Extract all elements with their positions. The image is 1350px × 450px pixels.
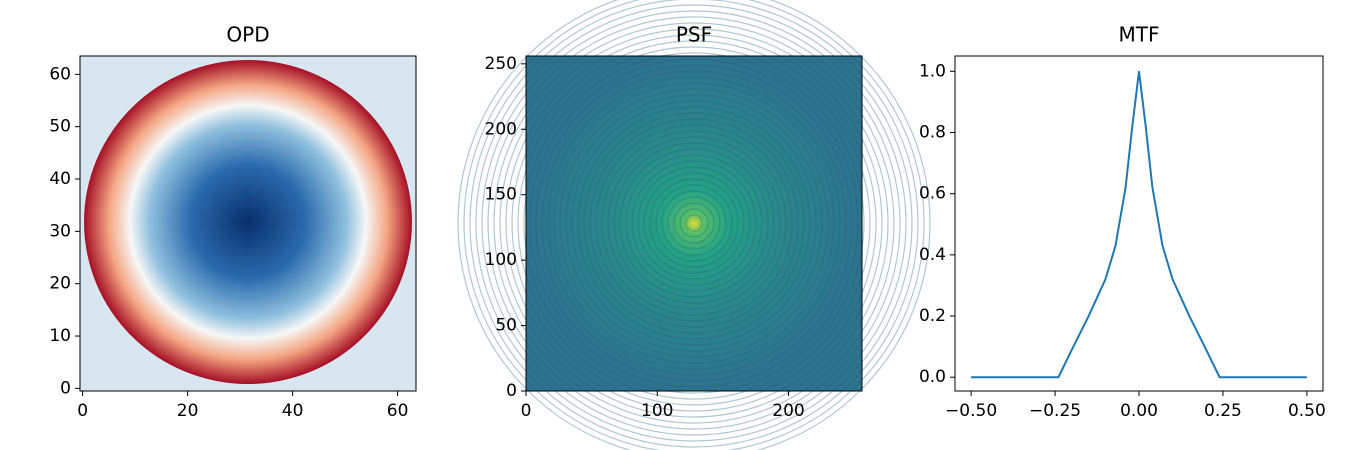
psf-ring [661, 190, 727, 256]
psf-ring [475, 4, 913, 442]
x-tick-label: 0 [77, 401, 88, 421]
x-tick-label: 40 [282, 401, 304, 421]
psf-ring [625, 154, 763, 292]
y-tick-label: 60 [49, 64, 71, 84]
x-tick-label: 0.25 [1204, 401, 1242, 421]
psf-ring [565, 94, 823, 352]
psf-ring [541, 70, 847, 376]
psf-ring [547, 76, 841, 370]
y-tick-label: 200 [485, 119, 517, 139]
x-tick-label: 0.00 [1120, 401, 1158, 421]
psf-ring [577, 106, 811, 340]
psf-ring [469, 0, 919, 448]
psf-ring [523, 52, 865, 394]
psf-ring [613, 142, 775, 304]
y-tick-label: 0 [506, 381, 517, 401]
psf-ring [553, 82, 835, 364]
psf-ring [529, 58, 859, 388]
psf-ring [601, 130, 787, 316]
y-tick-label: 40 [49, 169, 71, 189]
psf-ring [535, 64, 853, 382]
psf-ring [649, 178, 739, 268]
chart-title: OPD [226, 23, 269, 47]
psf-ring [493, 22, 895, 424]
y-tick-label: 0.2 [919, 306, 946, 326]
psf-ring [667, 196, 721, 250]
x-tick-label: 60 [387, 401, 409, 421]
psf-ring [499, 28, 889, 418]
chart-title: PSF [676, 23, 712, 47]
psf-ring [685, 214, 703, 232]
psf-ring [679, 208, 709, 238]
psf-ring [595, 124, 793, 322]
y-tick-label: 0.0 [919, 367, 946, 387]
psf-ring [589, 118, 799, 328]
axes-frame [525, 55, 863, 392]
psf-ring [487, 16, 901, 430]
psf-image [457, 0, 931, 450]
x-tick-label: −0.25 [1029, 401, 1081, 421]
y-tick-label: 0.6 [919, 184, 946, 204]
psf-ring [637, 166, 751, 280]
y-tick-label: 150 [485, 185, 517, 205]
x-tick-label: 20 [177, 401, 199, 421]
psf-ring [505, 34, 883, 412]
y-tick-label: 0.4 [919, 245, 946, 265]
chart-title: MTF [1119, 23, 1160, 47]
psf-ring [583, 112, 805, 334]
psf-ring [631, 160, 757, 286]
y-tick-label: 0 [60, 378, 71, 398]
x-tick-label: 100 [641, 401, 673, 421]
psf-ring [463, 0, 925, 450]
psf-ring [673, 202, 715, 244]
psf-ring [571, 100, 817, 346]
y-tick-label: 10 [49, 326, 71, 346]
y-tick-label: 20 [49, 274, 71, 294]
x-tick-label: −0.50 [945, 401, 997, 421]
opd-image [80, 56, 416, 391]
psf-ring [559, 88, 829, 358]
psf-ring [607, 136, 781, 310]
psf-ring [481, 10, 907, 436]
line [971, 71, 1307, 379]
psf-ring [643, 172, 745, 274]
psf-ring [517, 46, 871, 400]
axes-frame [79, 55, 417, 392]
y-tick-label: 1.0 [919, 61, 946, 81]
x-tick-label: 0.50 [1288, 401, 1326, 421]
psf-ring [655, 184, 733, 262]
y-tick-label: 250 [485, 54, 517, 74]
axes-frame [954, 55, 1324, 392]
y-tick-label: 0.8 [919, 122, 946, 142]
y-tick-label: 30 [49, 221, 71, 241]
psf-ring [457, 0, 931, 450]
psf-ring [619, 148, 769, 298]
x-tick-label: 0 [521, 401, 532, 421]
y-tick-label: 50 [49, 117, 71, 137]
y-tick-label: 100 [485, 250, 517, 270]
y-tick-label: 50 [495, 316, 517, 336]
x-tick-label: 200 [772, 401, 804, 421]
psf-ring [511, 40, 877, 406]
